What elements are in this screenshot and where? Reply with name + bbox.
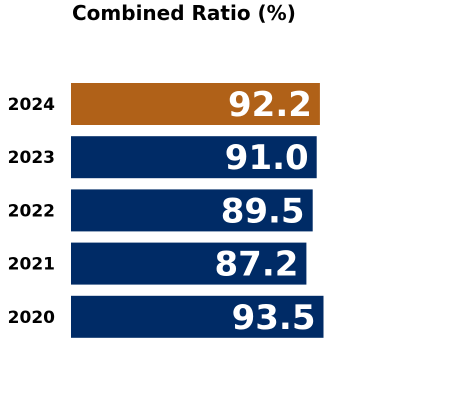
category-label-2021: 2021 [8,255,55,275]
bar-2024 [71,83,320,125]
chart-title: Combined Ratio (%) [72,1,296,25]
value-label-2020: 93.5 [232,298,316,338]
category-label-2024: 2024 [8,95,55,115]
category-label-2020: 2020 [8,308,55,328]
category-label-2022: 2022 [8,201,55,221]
bar-2023 [71,136,317,179]
value-label-2023: 91.0 [225,138,309,178]
category-label-2023: 2023 [8,148,55,168]
bar-2022 [71,189,313,232]
value-label-2024: 92.2 [228,85,312,125]
bar-2020 [71,295,324,338]
bar-2021 [71,242,307,285]
value-label-2021: 87.2 [215,245,299,285]
value-label-2022: 89.5 [221,191,305,231]
bars-group: 2024 92.2 2023 91.0 2022 89.5 2021 87.2 2020 93.5 [8,83,324,338]
